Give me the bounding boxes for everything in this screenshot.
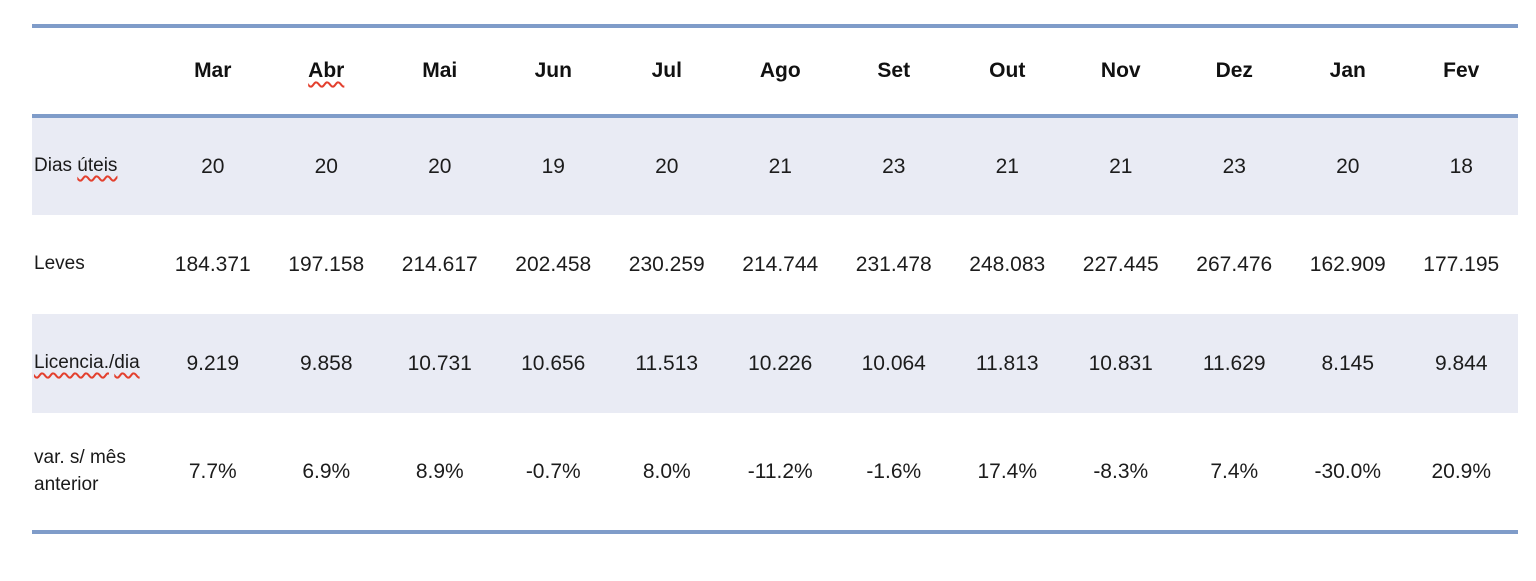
- row-label-cell: Licencia./dia: [32, 314, 156, 413]
- data-cell: -8.3%: [1093, 459, 1149, 483]
- table-header-row: Mar Abr Mai Jun Jul Ago Set Out Nov Dez Jan Fev: [32, 26, 1518, 116]
- data-cell: 10.831: [1088, 351, 1153, 375]
- data-cell: 8.9%: [415, 459, 464, 483]
- table-row: Leves 184.371 197.158 214.617 202.458 230.259…: [32, 215, 1518, 314]
- row-label-part: úteis: [77, 155, 118, 177]
- data-cell: 248.083: [969, 252, 1046, 276]
- row-label-cell: Dias úteis: [32, 116, 156, 215]
- row-label-part: /: [109, 352, 115, 374]
- table-body: Dias úteis 20 20 20 19 20 21 23 21 21 23 20 18 Leves 1…: [32, 116, 1518, 532]
- month-label: Jun: [534, 59, 572, 82]
- data-cell: 9.844: [1434, 351, 1488, 375]
- data-cell: 20: [428, 154, 452, 178]
- month-header-fev: Fev: [1405, 26, 1519, 116]
- data-cell: 7.4%: [1210, 459, 1259, 483]
- data-cell: 10.226: [748, 351, 813, 375]
- data-cell: 7.7%: [188, 459, 237, 483]
- month-label: Out: [989, 59, 1026, 82]
- month-label: Mai: [422, 59, 458, 82]
- monthly-metrics-table: Mar Abr Mai Jun Jul Ago Set Out Nov Dez Jan Fev Dia…: [32, 24, 1518, 534]
- row-label-cell: Leves: [32, 215, 156, 314]
- data-cell: 231.478: [855, 252, 932, 276]
- data-cell: 17.4%: [977, 459, 1038, 483]
- month-label: Nov: [1100, 59, 1141, 82]
- data-cell: 227.445: [1082, 252, 1159, 276]
- data-cell: 21: [1109, 154, 1133, 178]
- month-label: Set: [877, 59, 911, 82]
- data-cell: 19: [541, 154, 565, 178]
- month-header-abr: Abr: [270, 26, 384, 116]
- month-header-dez: Dez: [1178, 26, 1292, 116]
- data-cell: 214.617: [401, 252, 478, 276]
- row-label-part: Dias: [34, 155, 78, 177]
- month-header-jun: Jun: [497, 26, 611, 116]
- month-header-mai: Mai: [383, 26, 497, 116]
- month-header-ago: Ago: [724, 26, 838, 116]
- table-row: var. s/ mês anterior 7.7% 6.9% 8.9% -0.7% 8.0…: [32, 413, 1518, 532]
- data-cell: 10.656: [521, 351, 586, 375]
- month-header-out: Out: [951, 26, 1065, 116]
- data-cell: -30.0%: [1314, 459, 1382, 483]
- data-cell: 11.629: [1202, 351, 1266, 375]
- data-cell: 162.909: [1309, 252, 1386, 276]
- data-cell: 267.476: [1196, 252, 1273, 276]
- data-cell: 10.731: [407, 351, 472, 375]
- data-cell: 8.0%: [642, 459, 691, 483]
- data-cell: 8.145: [1321, 351, 1375, 375]
- data-cell: 214.744: [742, 252, 819, 276]
- month-label: Jan: [1329, 59, 1366, 82]
- data-cell: 20: [201, 154, 225, 178]
- month-label: Fev: [1443, 59, 1480, 82]
- data-cell: 9.219: [186, 351, 240, 375]
- data-cell: 23: [882, 154, 906, 178]
- data-cell: 6.9%: [302, 459, 351, 483]
- row-label-part: dia: [114, 352, 140, 374]
- month-label: Jul: [651, 59, 682, 82]
- data-cell: 20: [655, 154, 679, 178]
- month-header-mar: Mar: [156, 26, 270, 116]
- month-label: Abr: [308, 59, 345, 82]
- data-cell: 20: [1336, 154, 1360, 178]
- data-cell: 202.458: [515, 252, 592, 276]
- row-label-part: var. s/ mês anterior: [34, 446, 126, 495]
- month-header-nov: Nov: [1064, 26, 1178, 116]
- row-label-part: Leves: [34, 253, 85, 275]
- month-label: Dez: [1215, 59, 1253, 82]
- corner-cell: [32, 26, 156, 116]
- data-cell: 18: [1449, 154, 1473, 178]
- month-header-jan: Jan: [1291, 26, 1405, 116]
- data-cell: 177.195: [1423, 252, 1500, 276]
- month-label: Mar: [194, 59, 232, 82]
- data-cell: -0.7%: [525, 459, 581, 483]
- data-cell: 23: [1222, 154, 1246, 178]
- data-cell: 21: [995, 154, 1019, 178]
- data-cell: 197.158: [288, 252, 365, 276]
- data-cell: 230.259: [628, 252, 705, 276]
- data-cell: 20: [314, 154, 338, 178]
- data-cell: 21: [768, 154, 792, 178]
- data-cell: -11.2%: [747, 459, 813, 483]
- row-label-part: Licencia.: [34, 352, 109, 374]
- month-header-jul: Jul: [610, 26, 724, 116]
- data-cell: 9.858: [299, 351, 353, 375]
- table-row: Licencia./dia 9.219 9.858 10.731 10.656 11.51…: [32, 314, 1518, 413]
- month-header-set: Set: [837, 26, 951, 116]
- data-cell: 10.064: [861, 351, 926, 375]
- data-cell: 184.371: [174, 252, 251, 276]
- row-label-cell: var. s/ mês anterior: [32, 413, 156, 532]
- data-cell: 11.513: [635, 351, 699, 375]
- month-label: Ago: [759, 59, 801, 82]
- table-row: Dias úteis 20 20 20 19 20 21 23 21 21 23 20 18: [32, 116, 1518, 215]
- data-cell: 11.813: [975, 351, 1039, 375]
- data-cell: -1.6%: [866, 459, 922, 483]
- data-cell: 20.9%: [1431, 459, 1492, 483]
